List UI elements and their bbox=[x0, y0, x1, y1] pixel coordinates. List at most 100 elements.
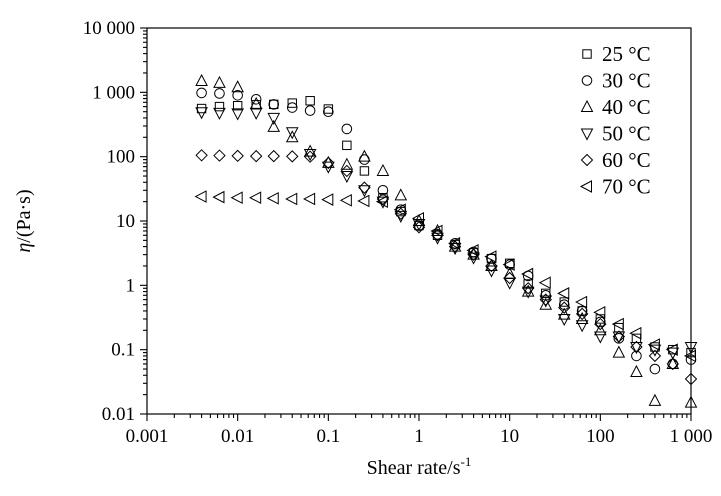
data-point bbox=[285, 130, 299, 143]
data-point bbox=[266, 192, 279, 205]
x-tick-label: 0.1 bbox=[316, 426, 340, 447]
legend-marker bbox=[582, 49, 592, 59]
data-point bbox=[665, 343, 678, 356]
data-point bbox=[539, 297, 553, 310]
data-point bbox=[285, 192, 298, 206]
legend-item: 70 °C bbox=[579, 175, 651, 199]
data-point bbox=[358, 185, 371, 198]
data-point bbox=[196, 103, 207, 114]
data-point bbox=[485, 265, 498, 278]
data-point bbox=[612, 345, 626, 358]
data-point bbox=[195, 73, 208, 87]
data-point bbox=[521, 267, 534, 281]
data-point bbox=[340, 157, 354, 170]
data-point bbox=[213, 75, 226, 88]
data-point bbox=[358, 181, 371, 194]
x-axis-title-main: Shear rate/s bbox=[367, 457, 461, 479]
data-point bbox=[538, 276, 551, 289]
data-point bbox=[267, 119, 281, 132]
data-point bbox=[593, 306, 606, 319]
data-point bbox=[684, 342, 698, 355]
data-point bbox=[540, 289, 552, 301]
data-point bbox=[467, 247, 480, 260]
data-point bbox=[213, 107, 226, 120]
data-point bbox=[539, 295, 553, 308]
data-point bbox=[321, 193, 334, 206]
data-point bbox=[484, 250, 497, 263]
legend-label: 60 °C bbox=[602, 148, 651, 172]
data-point bbox=[629, 326, 642, 340]
data-point bbox=[557, 287, 570, 300]
data-point bbox=[393, 203, 406, 216]
y-axis-title-unit: /(Pa·s) bbox=[13, 189, 35, 242]
data-point bbox=[303, 149, 317, 162]
data-point bbox=[195, 107, 208, 120]
data-point bbox=[286, 102, 298, 113]
data-point bbox=[340, 171, 354, 184]
legend-item: 25 °C bbox=[582, 42, 651, 66]
data-point bbox=[251, 100, 261, 110]
data-point bbox=[466, 244, 479, 257]
data-point bbox=[411, 212, 424, 225]
data-point bbox=[268, 99, 280, 110]
data-point bbox=[502, 258, 515, 271]
data-point bbox=[358, 149, 371, 162]
data-point bbox=[412, 221, 426, 234]
data-point bbox=[232, 89, 243, 101]
y-axis-title: η/(Pa·s) bbox=[13, 189, 35, 252]
data-point bbox=[359, 166, 370, 176]
series-group bbox=[195, 73, 698, 408]
x-tick-label: 1 000 bbox=[670, 426, 713, 447]
data-point bbox=[684, 395, 698, 408]
data-point bbox=[648, 393, 662, 406]
legend-item: 60 °C bbox=[580, 148, 651, 172]
data-point bbox=[666, 356, 680, 369]
data-point bbox=[448, 239, 462, 252]
data-point bbox=[214, 101, 225, 112]
data-point bbox=[213, 149, 226, 162]
legend-item: 40 °C bbox=[580, 95, 651, 119]
legend-marker bbox=[579, 180, 592, 193]
legend-item: 50 °C bbox=[580, 122, 651, 146]
legend-label: 25 °C bbox=[602, 42, 651, 66]
data-point bbox=[342, 140, 352, 151]
data-point bbox=[214, 88, 225, 99]
legend-marker bbox=[580, 128, 594, 141]
x-axis-title-superscript: -1 bbox=[461, 454, 472, 469]
y-tick-label: 0.01 bbox=[102, 404, 135, 425]
data-point bbox=[558, 301, 571, 314]
data-point bbox=[683, 349, 696, 363]
data-point bbox=[322, 156, 335, 170]
data-point bbox=[431, 223, 444, 236]
x-tick-label: 0.001 bbox=[126, 426, 169, 447]
y-tick-label: 10 000 bbox=[83, 18, 135, 39]
data-point bbox=[269, 99, 279, 110]
data-point bbox=[304, 105, 316, 116]
data-point bbox=[212, 190, 225, 204]
data-point bbox=[648, 349, 662, 363]
data-point bbox=[448, 236, 461, 250]
data-point bbox=[323, 106, 334, 117]
data-point bbox=[232, 100, 243, 111]
data-point bbox=[394, 207, 408, 220]
data-point bbox=[666, 357, 680, 371]
data-point bbox=[575, 311, 589, 324]
data-point bbox=[523, 279, 533, 289]
data-point bbox=[339, 193, 352, 207]
data-point bbox=[231, 80, 244, 93]
data-point bbox=[575, 320, 589, 333]
y-tick-label: 100 bbox=[107, 147, 136, 168]
legend-label: 30 °C bbox=[602, 69, 651, 93]
data-point bbox=[287, 98, 297, 108]
data-point bbox=[521, 282, 535, 295]
y-tick-label: 0.1 bbox=[111, 340, 135, 361]
data-point bbox=[503, 271, 516, 285]
data-point bbox=[612, 330, 626, 343]
data-point bbox=[612, 331, 626, 344]
data-point bbox=[684, 372, 698, 386]
data-marks bbox=[194, 73, 698, 408]
data-point bbox=[303, 144, 317, 157]
legend-label: 70 °C bbox=[602, 175, 651, 199]
